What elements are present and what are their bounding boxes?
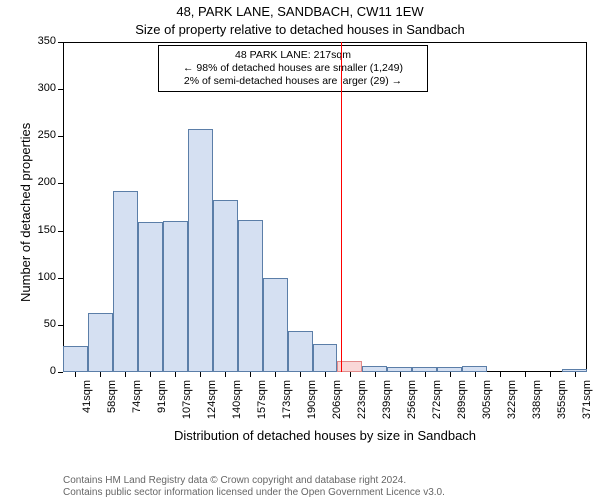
- histogram-bar: [238, 220, 263, 372]
- chart-title-address: 48, PARK LANE, SANDBACH, CW11 1EW: [0, 4, 600, 19]
- x-tick-mark: [300, 372, 301, 377]
- x-tick-label: 74sqm: [131, 380, 143, 440]
- y-tick-label: 300: [28, 82, 56, 94]
- histogram-bar: [313, 344, 338, 372]
- x-tick-label: 305sqm: [481, 380, 493, 440]
- histogram-bar: [113, 191, 138, 372]
- x-tick-label: 289sqm: [456, 380, 468, 440]
- y-tick-mark: [58, 136, 63, 137]
- y-tick-mark: [58, 231, 63, 232]
- x-tick-mark: [325, 372, 326, 377]
- reference-line: [341, 42, 342, 372]
- x-tick-mark: [500, 372, 501, 377]
- x-tick-mark: [75, 372, 76, 377]
- x-tick-mark: [150, 372, 151, 377]
- histogram-bar: [88, 313, 113, 372]
- x-tick-label: 206sqm: [331, 380, 343, 440]
- y-tick-label: 150: [28, 224, 56, 236]
- x-tick-mark: [425, 372, 426, 377]
- y-tick-label: 100: [28, 271, 56, 283]
- histogram-bar: [263, 278, 288, 372]
- x-tick-mark: [125, 372, 126, 377]
- x-tick-mark: [375, 372, 376, 377]
- y-tick-mark: [58, 183, 63, 184]
- x-tick-mark: [475, 372, 476, 377]
- histogram-bar: [288, 331, 313, 372]
- annotation-line3: 2% of semi-detached houses are larger (2…: [165, 75, 421, 88]
- x-tick-label: 371sqm: [581, 380, 593, 440]
- x-tick-mark: [225, 372, 226, 377]
- histogram-bar: [63, 346, 88, 372]
- x-tick-label: 322sqm: [506, 380, 518, 440]
- y-tick-label: 0: [28, 365, 56, 377]
- x-tick-mark: [550, 372, 551, 377]
- x-tick-label: 173sqm: [281, 380, 293, 440]
- histogram-bar: [188, 129, 213, 372]
- y-tick-mark: [58, 325, 63, 326]
- y-tick-mark: [58, 372, 63, 373]
- x-tick-label: 272sqm: [431, 380, 443, 440]
- x-tick-label: 190sqm: [306, 380, 318, 440]
- x-tick-label: 41sqm: [81, 380, 93, 440]
- histogram-bar: [213, 200, 238, 372]
- annotation-line2: ← 98% of detached houses are smaller (1,…: [165, 62, 421, 75]
- x-tick-mark: [525, 372, 526, 377]
- x-tick-label: 223sqm: [356, 380, 368, 440]
- histogram-bar: [163, 221, 188, 372]
- x-tick-label: 58sqm: [106, 380, 118, 440]
- y-tick-label: 250: [28, 129, 56, 141]
- x-tick-label: 239sqm: [381, 380, 393, 440]
- x-tick-mark: [175, 372, 176, 377]
- footer-line1: Contains HM Land Registry data © Crown c…: [63, 475, 406, 486]
- x-tick-mark: [250, 372, 251, 377]
- x-tick-label: 355sqm: [556, 380, 568, 440]
- footer-line2: Contains public sector information licen…: [63, 487, 445, 498]
- x-tick-mark: [100, 372, 101, 377]
- x-tick-mark: [575, 372, 576, 377]
- x-tick-mark: [450, 372, 451, 377]
- annotation-line1: 48 PARK LANE: 217sqm: [165, 49, 421, 62]
- x-tick-label: 124sqm: [206, 380, 218, 440]
- y-tick-label: 350: [28, 35, 56, 47]
- y-tick-label: 50: [28, 318, 56, 330]
- x-tick-label: 107sqm: [181, 380, 193, 440]
- x-tick-mark: [400, 372, 401, 377]
- y-tick-mark: [58, 89, 63, 90]
- x-tick-label: 91sqm: [156, 380, 168, 440]
- x-tick-mark: [275, 372, 276, 377]
- x-tick-label: 338sqm: [531, 380, 543, 440]
- x-tick-mark: [200, 372, 201, 377]
- x-tick-label: 140sqm: [231, 380, 243, 440]
- x-tick-label: 256sqm: [406, 380, 418, 440]
- y-tick-label: 200: [28, 176, 56, 188]
- x-tick-mark: [350, 372, 351, 377]
- y-tick-mark: [58, 42, 63, 43]
- histogram-bar: [138, 222, 163, 372]
- x-tick-label: 157sqm: [256, 380, 268, 440]
- annotation-box: 48 PARK LANE: 217sqm ← 98% of detached h…: [158, 45, 428, 92]
- chart-title-subtitle: Size of property relative to detached ho…: [0, 22, 600, 37]
- chart-container: 48, PARK LANE, SANDBACH, CW11 1EW Size o…: [0, 0, 600, 500]
- y-tick-mark: [58, 278, 63, 279]
